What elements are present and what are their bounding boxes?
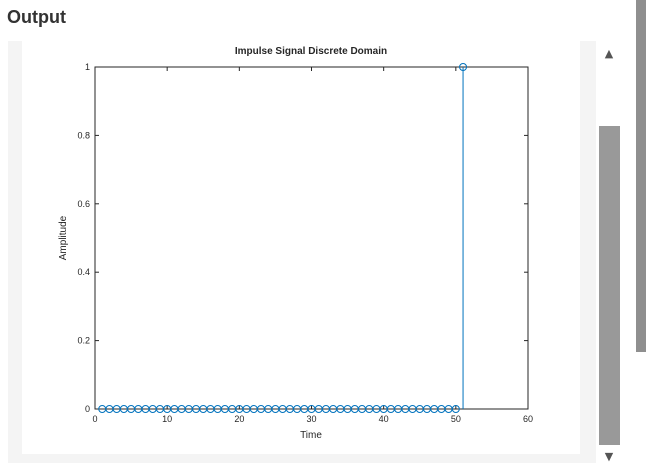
vertical-scrollbar[interactable]: ▲ ▼ <box>598 41 620 468</box>
y-axis-label: Amplitude <box>58 215 69 260</box>
scrollbar-thumb[interactable] <box>599 126 620 445</box>
x-tick-label: 50 <box>451 414 461 424</box>
x-tick-label: 40 <box>379 414 389 424</box>
x-tick-label: 60 <box>523 414 533 424</box>
chart-title: Impulse Signal Discrete Domain <box>235 46 387 57</box>
y-tick-label: 0 <box>85 404 90 414</box>
y-tick-label: 1 <box>85 62 90 72</box>
stem-series <box>98 63 468 413</box>
stem-chart: Impulse Signal Discrete Domain Time Ampl… <box>58 46 533 441</box>
axis-ticks: 0 10 20 30 40 50 60 0 0.2 0.4 0.6 0.8 1 <box>77 62 533 424</box>
stem-marker <box>451 405 460 413</box>
scroll-up-arrow-icon[interactable]: ▲ <box>604 47 614 60</box>
plot-area <box>94 66 529 410</box>
x-tick-label: 0 <box>92 414 97 424</box>
page-scrollbar-thumb[interactable] <box>636 0 646 352</box>
x-tick-label: 20 <box>234 414 244 424</box>
y-tick-label: 0.6 <box>77 199 90 209</box>
x-tick-label: 10 <box>162 414 172 424</box>
output-heading: Output <box>7 7 66 27</box>
y-tick-label: 0.2 <box>77 336 90 346</box>
x-tick-label: 30 <box>306 414 316 424</box>
x-axis-label: Time <box>300 430 322 441</box>
y-tick-label: 0.8 <box>77 130 90 140</box>
scroll-down-arrow-icon[interactable]: ▼ <box>604 450 614 463</box>
y-tick-label: 0.4 <box>77 267 90 277</box>
plot-figure: Impulse Signal Discrete Domain Time Ampl… <box>22 41 580 454</box>
stem-marker <box>459 63 468 71</box>
